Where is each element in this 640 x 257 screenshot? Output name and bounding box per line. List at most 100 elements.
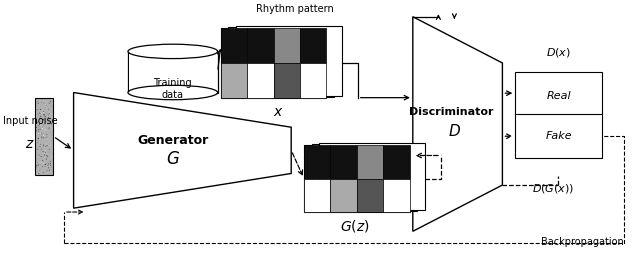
Point xyxy=(38,144,49,148)
Point xyxy=(32,165,42,169)
Point xyxy=(38,102,49,106)
Point xyxy=(38,127,49,131)
Point xyxy=(33,127,44,132)
Point xyxy=(42,153,52,158)
Point xyxy=(34,171,44,175)
Point xyxy=(35,107,45,112)
Point xyxy=(42,164,52,168)
Point xyxy=(35,137,45,141)
Point xyxy=(42,132,52,136)
Point xyxy=(34,124,44,128)
Point xyxy=(46,165,56,169)
Point xyxy=(40,106,50,110)
Point xyxy=(36,141,46,145)
Bar xyxy=(236,26,342,96)
Point xyxy=(38,150,48,154)
Point xyxy=(33,152,43,156)
Point xyxy=(34,109,44,113)
Point xyxy=(33,101,43,105)
Point xyxy=(33,113,44,117)
Point xyxy=(44,115,54,120)
Bar xyxy=(221,28,247,63)
Point xyxy=(37,140,47,144)
Point xyxy=(43,161,53,166)
Bar xyxy=(357,145,383,179)
Point xyxy=(35,111,45,115)
Text: $z$: $z$ xyxy=(26,137,35,151)
Polygon shape xyxy=(413,17,502,231)
Point xyxy=(33,171,43,175)
Text: Generator: Generator xyxy=(137,134,209,146)
Point xyxy=(45,99,55,104)
Point xyxy=(38,159,48,163)
Point xyxy=(36,107,47,111)
Point xyxy=(39,162,49,166)
Point xyxy=(42,134,52,138)
Point xyxy=(41,102,51,106)
Point xyxy=(39,113,49,117)
Point xyxy=(37,127,47,131)
Bar xyxy=(383,179,410,212)
Point xyxy=(33,167,44,171)
Text: Discriminator: Discriminator xyxy=(409,107,493,117)
Point xyxy=(45,162,56,166)
Point xyxy=(44,166,54,170)
Point xyxy=(32,161,42,165)
Point xyxy=(45,128,56,132)
Point xyxy=(38,118,49,122)
Point xyxy=(39,152,49,156)
Point xyxy=(37,119,47,123)
Bar xyxy=(330,179,357,212)
Point xyxy=(38,171,48,175)
Point xyxy=(31,106,42,110)
Text: Input noise: Input noise xyxy=(3,116,58,126)
Point xyxy=(44,106,54,110)
Ellipse shape xyxy=(128,44,218,59)
Point xyxy=(43,161,53,165)
Text: $D$: $D$ xyxy=(448,123,461,139)
Point xyxy=(44,112,54,116)
Point xyxy=(35,163,45,167)
Point xyxy=(36,111,47,115)
Text: $D(G(x))$: $D(G(x))$ xyxy=(532,182,575,195)
Point xyxy=(39,117,49,121)
Bar xyxy=(221,63,247,98)
Point xyxy=(45,150,55,154)
Point xyxy=(38,136,49,140)
Point xyxy=(36,161,46,165)
Bar xyxy=(312,144,417,211)
Point xyxy=(36,154,46,159)
Point xyxy=(44,107,54,112)
Point xyxy=(44,125,54,130)
Bar xyxy=(304,145,410,212)
Point xyxy=(44,121,54,125)
Point xyxy=(36,100,47,104)
Point xyxy=(34,144,44,149)
Point xyxy=(43,163,53,167)
Point xyxy=(38,134,49,138)
Point xyxy=(40,150,51,154)
Point xyxy=(42,111,52,115)
Point xyxy=(41,100,51,104)
Bar xyxy=(247,28,274,63)
Point xyxy=(42,168,52,172)
Point xyxy=(44,102,54,106)
Point xyxy=(36,124,46,128)
Point xyxy=(35,127,45,131)
Bar xyxy=(383,145,410,179)
Point xyxy=(45,113,56,117)
Point xyxy=(37,135,47,139)
Point xyxy=(33,147,43,151)
Point xyxy=(37,98,47,102)
Point xyxy=(40,151,50,155)
Point xyxy=(40,164,51,168)
Bar xyxy=(300,63,326,98)
Point xyxy=(44,126,54,130)
Point xyxy=(36,136,47,140)
Point xyxy=(46,122,56,126)
Point xyxy=(32,125,42,130)
Point xyxy=(33,163,44,167)
Bar xyxy=(228,27,334,97)
Point xyxy=(37,118,47,122)
Point xyxy=(42,120,52,124)
